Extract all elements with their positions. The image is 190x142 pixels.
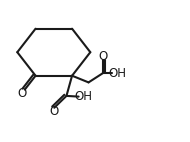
Text: OH: OH [108, 67, 126, 80]
Text: O: O [17, 87, 26, 100]
Text: O: O [49, 105, 59, 118]
Text: O: O [98, 50, 107, 63]
Text: OH: OH [74, 90, 93, 103]
